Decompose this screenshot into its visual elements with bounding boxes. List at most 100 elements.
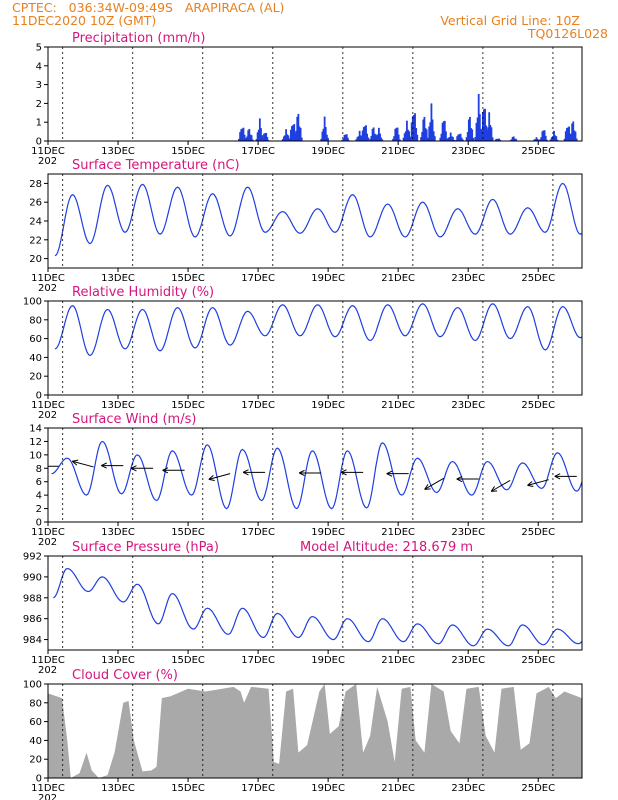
precip-bar <box>483 109 485 141</box>
precip-bar <box>363 126 366 141</box>
precip-bar <box>292 125 295 141</box>
precip-bar <box>563 138 566 141</box>
header-grid-note: Vertical Grid Line: 10Z <box>440 13 580 28</box>
x-tick-label: 11DEC <box>31 146 65 157</box>
precip-bar <box>358 130 361 141</box>
y-tick-label: 992 <box>23 552 42 563</box>
precip-bar <box>300 137 303 141</box>
header-run-time: 11DEC2020 10Z (GMT) <box>12 13 157 28</box>
y-tick-label: 26 <box>29 198 42 209</box>
temperature-series <box>54 182 582 257</box>
precip-bar <box>443 120 446 141</box>
precip-bar <box>448 136 451 141</box>
x-tick-label: 21DEC <box>381 655 415 666</box>
precip-bar <box>251 139 254 141</box>
precip-bar <box>427 137 429 141</box>
precip-bar <box>439 137 442 141</box>
precip-bar <box>446 139 449 141</box>
cloud-cover-title: Cloud Cover (%) <box>72 668 178 683</box>
y-tick-label: 40 <box>29 353 42 364</box>
y-tick-label: 22 <box>29 235 42 246</box>
precip-bar <box>484 136 487 141</box>
cloud-cover-series <box>48 684 582 778</box>
precip-bar <box>379 133 381 141</box>
precipitation-frame <box>47 46 583 142</box>
precip-bar <box>477 94 480 141</box>
x-tick-label: 21DEC <box>381 146 415 157</box>
precip-bar <box>424 128 427 141</box>
x-tick-label: 23DEC <box>451 273 485 284</box>
precip-bar <box>542 130 545 141</box>
x-tick-label: 25DEC <box>521 273 555 284</box>
precip-bar <box>466 131 469 141</box>
wind-title: Surface Wind (m/s) <box>72 412 196 427</box>
pressure-plot-area <box>48 556 582 650</box>
precip-bar <box>457 134 460 141</box>
x-tick-label: 23DEC <box>451 655 485 666</box>
precip-bar <box>396 127 399 141</box>
precip-bar <box>512 136 515 141</box>
precip-bar <box>397 134 400 141</box>
x-tick-label: 25DEC <box>521 655 555 666</box>
wind-arrow <box>456 475 479 483</box>
precip-bar <box>534 139 537 141</box>
precip-bar <box>429 122 432 141</box>
y-tick-label: 2 <box>36 99 42 110</box>
x-tick-label: 17DEC <box>241 655 275 666</box>
precip-bar <box>486 130 488 141</box>
precip-bar <box>536 138 539 141</box>
y-tick-label: 60 <box>29 334 42 345</box>
precip-bar <box>447 137 450 141</box>
y-tick-label: 0 <box>36 391 42 402</box>
y-tick-label: 988 <box>23 593 42 604</box>
precip-bar <box>455 139 457 141</box>
precip-bar <box>431 119 434 141</box>
y-tick-label: 100 <box>23 680 42 691</box>
wind-arrow <box>527 479 549 488</box>
precip-bar <box>428 126 431 141</box>
precip-bar <box>453 139 455 141</box>
precipitation-title: Precipitation (mm/h) <box>72 31 205 46</box>
x-tick-label: 13DEC <box>101 273 135 284</box>
wind-arrow <box>490 479 511 492</box>
precip-bar <box>264 133 267 141</box>
precip-bar <box>322 128 325 141</box>
precip-bar <box>495 138 498 141</box>
header-model-code: TQ0126L028 <box>527 26 608 41</box>
x-tick-label: 15DEC <box>171 273 205 284</box>
precip-bar <box>421 131 424 141</box>
wind-arrow <box>71 459 94 468</box>
precip-bar <box>297 113 300 141</box>
precip-bar <box>247 130 250 141</box>
precip-bar <box>406 120 408 141</box>
temperature-title: Surface Temperature (nC) <box>72 158 240 173</box>
precip-bar <box>476 117 479 141</box>
precip-bar <box>291 125 293 141</box>
precip-bar <box>403 133 406 141</box>
precip-bar <box>323 116 326 141</box>
precip-bar <box>461 139 464 141</box>
precip-bar <box>540 137 543 141</box>
precip-bar <box>409 136 412 141</box>
x-tick-label: 21DEC <box>381 783 415 794</box>
precip-bar <box>342 138 345 141</box>
y-tick-label: 20 <box>29 372 42 383</box>
precip-bar <box>374 139 377 141</box>
precip-bar <box>489 125 492 141</box>
cloud-cover-frame <box>47 683 583 779</box>
wind-arrow <box>208 473 231 481</box>
y-tick-label: 0 <box>36 774 42 785</box>
precip-bar <box>543 130 546 141</box>
precip-bar <box>367 137 370 141</box>
temperature-panel: Surface Temperature (nC) 20 22 24 26 28 11DEC 1… <box>29 158 583 294</box>
precipitation-plot-area <box>48 47 582 141</box>
x-tick-label: 19DEC <box>311 273 345 284</box>
x-tick-label: 23DEC <box>451 783 485 794</box>
y-tick-label: 80 <box>29 698 42 709</box>
x-tick-label: 19DEC <box>311 146 345 157</box>
pressure-line <box>53 567 582 647</box>
y-tick-label: 60 <box>29 717 42 728</box>
precip-bar <box>360 138 363 141</box>
precip-bar <box>487 127 489 141</box>
